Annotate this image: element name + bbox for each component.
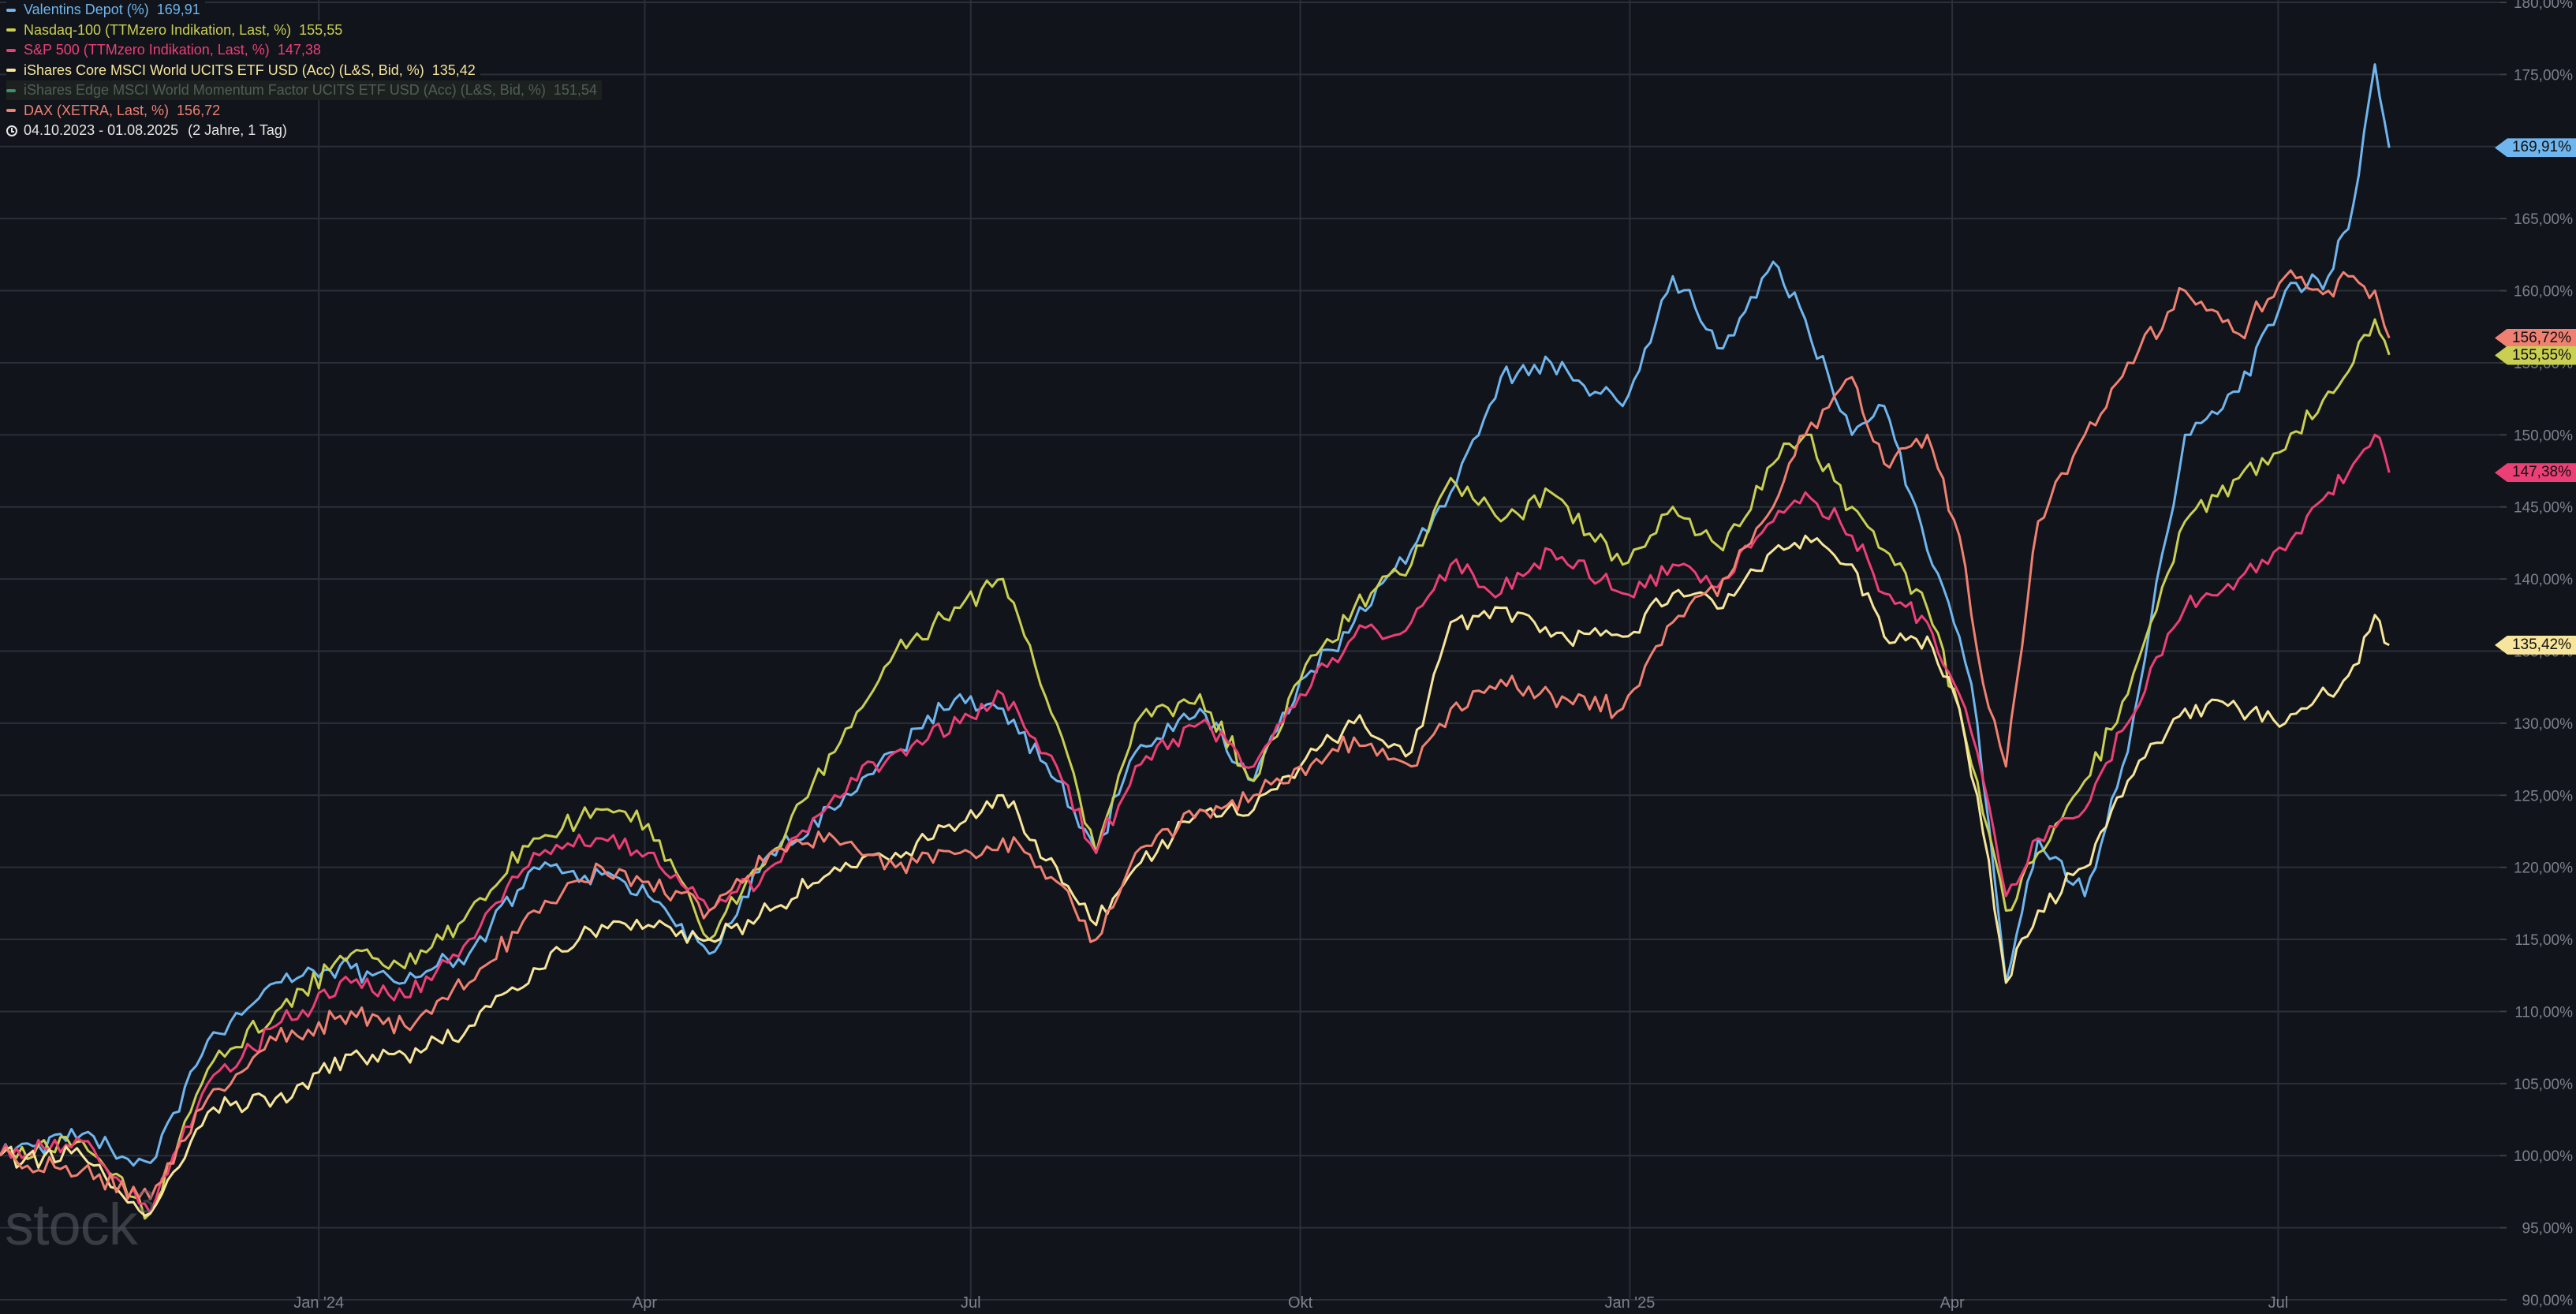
x-axis-ticks: Jan '24 Apr Jul Okt Jan '25 Apr Jul (293, 1294, 2288, 1312)
legend-item-msci-world[interactable]: iShares Core MSCI World UCITS ETF USD (A… (0, 60, 602, 81)
legend-label: S&P 500 (TTMzero Indikation, Last, %) (24, 42, 270, 58)
y-tick-label: 140,00% (2514, 572, 2573, 588)
y-tick-label: 105,00% (2514, 1077, 2573, 1093)
series-line-1 (0, 318, 2391, 1220)
chart-legend: Valentins Depot (%) 169,91 Nasdaq-100 (T… (0, 0, 602, 141)
legend-label: iShares Core MSCI World UCITS ETF USD (A… (24, 62, 424, 78)
x-tick-label: Jan '24 (293, 1294, 344, 1312)
y-tick-label: 175,00% (2514, 67, 2573, 84)
logo-text: stock (5, 1192, 138, 1257)
y-tick-label: 150,00% (2514, 427, 2573, 444)
y-tick-label: 95,00% (2522, 1221, 2574, 1237)
y-tick-label: 165,00% (2514, 211, 2573, 228)
legend-value: 156,72 (177, 102, 221, 118)
last-value-tag: 135,42% (2494, 635, 2576, 655)
last-value-tag: 147,38% (2494, 463, 2576, 483)
legend-value: 155,55 (299, 21, 343, 38)
y-tick-label: 115,00% (2514, 932, 2573, 949)
last-value-tag: 169,91% (2494, 138, 2576, 158)
y-tick-label: 100,00% (2514, 1148, 2573, 1165)
last-value-tag: 156,72% (2494, 328, 2576, 348)
legend-swatch (6, 69, 16, 73)
y-tick-label: 145,00% (2514, 500, 2573, 517)
series-line-4 (0, 269, 2391, 1200)
legend-item-depot[interactable]: Valentins Depot (%) 169,91 (0, 0, 602, 21)
legend-value: 135,42 (431, 62, 476, 78)
date-range-text: 04.10.2023 - 01.08.2025 (24, 122, 179, 139)
series-line-2 (0, 433, 2391, 1215)
stock3-logo: stock3 (5, 1185, 155, 1258)
date-range-length: (2 Jahre, 1 Tag) (188, 122, 287, 139)
legend-label: iShares Edge MSCI World Momentum Factor … (24, 82, 546, 99)
series-lines (0, 63, 2391, 1220)
date-range[interactable]: 04.10.2023 - 01.08.2025 (2 Jahre, 1 Tag) (0, 121, 602, 141)
legend-swatch (6, 48, 16, 52)
legend-label: Valentins Depot (%) (24, 2, 149, 18)
legend-swatch (6, 109, 16, 113)
x-tick-label: Jul (2268, 1294, 2289, 1312)
y-tick-label: 125,00% (2514, 788, 2573, 804)
x-tick-label: Jul (961, 1294, 981, 1312)
x-tick-label: Jan '25 (1604, 1294, 1655, 1312)
series-line-3 (0, 534, 2390, 1217)
legend-swatch (6, 8, 16, 12)
y-axis-ticks: 90,00% 95,00% 100,00% 105,00% 110,00% 115,00%… (2500, 0, 2573, 1309)
last-value-tag: 155,55% (2494, 345, 2576, 365)
y-tick-label: 90,00% (2522, 1293, 2574, 1309)
x-tick-label: Apr (1940, 1294, 1965, 1312)
legend-swatch (6, 28, 16, 32)
legend-item-msci-momentum[interactable]: iShares Edge MSCI World Momentum Factor … (0, 80, 602, 101)
legend-value: 169,91 (156, 2, 200, 18)
legend-value: 147,38 (277, 42, 321, 58)
legend-label: DAX (XETRA, Last, %) (24, 102, 170, 118)
y-tick-label: 160,00% (2514, 284, 2573, 301)
legend-item-nasdaq[interactable]: Nasdaq-100 (TTMzero Indikation, Last, %)… (0, 20, 602, 41)
legend-value: 151,54 (553, 82, 597, 99)
legend-label: Nasdaq-100 (TTMzero Indikation, Last, %) (24, 21, 292, 38)
y-tick-label: 110,00% (2514, 1004, 2573, 1021)
legend-item-dax[interactable]: DAX (XETRA, Last, %) 156,72 (0, 100, 602, 121)
legend-item-sp500[interactable]: S&P 500 (TTMzero Indikation, Last, %) 14… (0, 40, 602, 61)
logo-sup: 3 (136, 1185, 155, 1219)
legend-swatch (6, 88, 16, 92)
clock-icon (6, 125, 17, 136)
x-tick-label: Apr (633, 1294, 657, 1312)
y-tick-label: 130,00% (2514, 716, 2573, 733)
chart-grid (0, 0, 2500, 1301)
y-tick-label: 180,00% (2514, 0, 2573, 12)
y-tick-label: 120,00% (2514, 860, 2573, 877)
x-tick-label: Okt (1288, 1294, 1313, 1312)
series-line-0 (0, 63, 2391, 1167)
